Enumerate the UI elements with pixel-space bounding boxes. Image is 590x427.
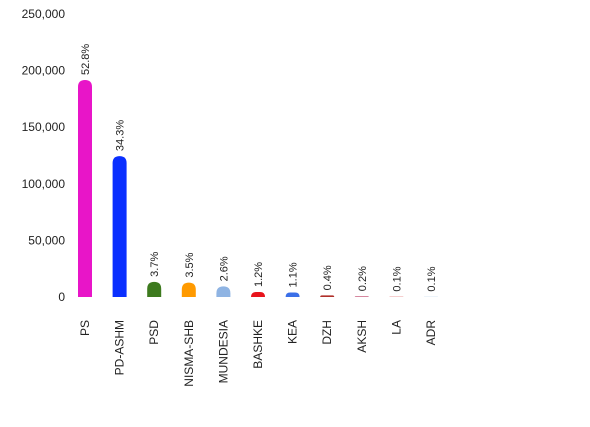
y-tick-label: 150,000: [22, 120, 66, 134]
x-tick-label: BASHKE: [251, 320, 265, 369]
bar: [216, 286, 231, 297]
share-label: 3.7%: [149, 252, 161, 277]
y-tick-label: 100,000: [22, 177, 66, 191]
x-tick-label: AKSH: [355, 320, 369, 353]
bar: [147, 281, 162, 297]
y-tick-label: 0: [58, 290, 65, 304]
x-tick-label: MUNDESIA: [216, 320, 230, 383]
x-tick-label: DZH: [320, 320, 334, 345]
x-tick-label: PD-ASHM: [113, 320, 127, 375]
share-label: 1.1%: [288, 262, 300, 287]
bar: [181, 282, 196, 297]
share-label: 0.1%: [426, 266, 438, 291]
bar: [78, 79, 92, 297]
bar: [112, 156, 127, 297]
y-tick-label: 50,000: [28, 233, 65, 247]
x-tick-label: PSD: [147, 320, 161, 345]
share-label: 34.3%: [115, 120, 127, 151]
x-tick-label: NISMA-SHB: [182, 320, 196, 387]
share-label: 0.4%: [322, 265, 334, 290]
bar: [285, 292, 300, 297]
share-label: 1.2%: [253, 262, 265, 287]
share-label: 3.5%: [184, 252, 196, 277]
y-tick-label: 200,000: [22, 64, 66, 78]
bar: [251, 292, 265, 297]
share-label: 2.6%: [218, 256, 230, 281]
share-label: 52.8%: [80, 44, 92, 75]
bar: [320, 295, 335, 297]
x-tick-label: LA: [389, 320, 403, 335]
y-tick-label: 250,000: [22, 7, 66, 21]
x-tick-label: ADR: [424, 320, 438, 346]
share-label: 0.1%: [391, 266, 403, 291]
x-tick-label: KEA: [286, 320, 300, 344]
share-label: 0.2%: [357, 266, 369, 291]
bar: [354, 296, 369, 297]
x-tick-label: PS: [78, 320, 92, 336]
